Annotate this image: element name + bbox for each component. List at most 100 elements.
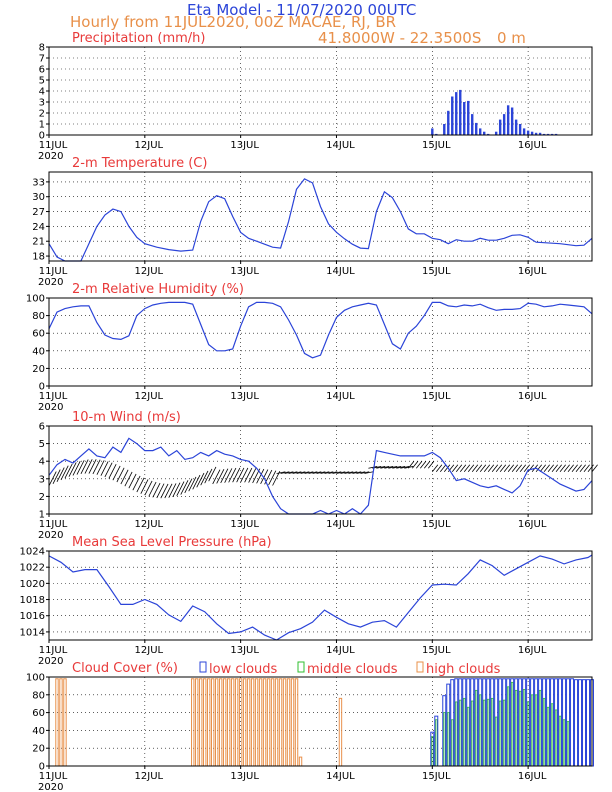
rh-series-line [48,301,593,359]
wind-arrow [527,464,535,473]
wind-title: 10-m Wind (m/s) [72,410,181,425]
precip-ytick-label: 4 [39,87,45,98]
wind-arrow [547,464,554,473]
low-cloud-bar [586,679,591,767]
high-cloud-bar [214,678,219,767]
mid-cloud-bar [443,712,446,767]
wind-arrow [360,471,370,474]
temp-ytick-label: 27 [32,207,45,218]
wind-xtick-label: 14JUL [326,519,355,530]
wind-xtick-label: 13JUL [230,519,259,530]
high-cloud-bar [210,678,215,767]
high-cloud-bar [270,678,275,767]
wind-arrow [571,464,578,473]
high-cloud-bar [218,678,223,767]
pressure-xtick-label: 16JUL [518,645,547,656]
low-cloud-bar [538,678,543,767]
pressure-year-label: 2020 [38,656,63,667]
wind-arrow [180,480,189,495]
wind-arrow [48,471,57,487]
wind-arrow [268,470,277,486]
wind-arrow [220,468,229,484]
precip-bar [502,114,506,135]
wind-arrow [543,464,550,473]
pressure-xtick-label: 13JUL [230,645,259,656]
wind-arrow [519,464,527,473]
wind-arrow [200,470,209,486]
wind-xtick-label: 15JUL [422,519,451,530]
precip-xtick-label: 11JUL [39,140,68,151]
wind-arrow [228,467,237,483]
wind-arrow [467,464,475,473]
clouds-xtick-label: 11JUL [39,771,68,782]
precip-xtick-label: 13JUL [230,140,259,151]
pressure-ytick-label: 1024 [20,547,45,558]
wind-arrow [567,464,574,473]
wind-arrow [152,482,161,498]
wind-arrow [212,469,221,485]
high-cloud-bar [266,678,271,767]
wind-arrow [340,471,350,474]
low-cloud-bar [530,678,535,767]
low-cloud-bar [434,715,439,767]
rh-year-label: 2020 [38,402,63,413]
mid-cloud-bar [510,681,514,767]
clouds-xtick-label: 12JUL [135,771,164,782]
wind-arrow [312,471,322,474]
high-cloud-bar [262,678,267,767]
wind-arrow [439,464,447,473]
wind-arrow [324,471,334,474]
wind-arrow [84,459,93,474]
low-cloud-bar [478,678,483,767]
mid-cloud-bar [467,706,470,767]
high-cloud-bar [250,678,255,767]
wind-arrow [144,480,153,496]
precip-xtick-label: 12JUL [135,140,164,151]
wind-arrow [92,459,101,475]
rh-xtick-label: 12JUL [135,391,164,402]
clouds-ytick-label: 40 [32,726,45,737]
wind-ytick-label: 4 [39,457,45,468]
wind-arrow [451,464,459,473]
wind-arrow [288,471,298,474]
wind-arrow [128,473,137,489]
precip-ytick-label: 6 [39,65,45,76]
wind-arrow [132,475,141,491]
high-cloud-bar [55,678,59,767]
high-cloud-bar [338,697,343,767]
rh-ytick-label: 80 [32,311,45,322]
wind-arrow [551,464,558,473]
wind-ytick-label: 3 [39,474,45,485]
precip-frame [48,46,593,136]
wind-arrow [96,460,105,475]
precip-xtick-label: 14JUL [326,140,355,151]
wind-arrow [236,467,245,483]
wind-arrow [591,464,598,473]
wind-arrow [328,471,338,474]
mid-cloud-bar [530,694,534,767]
mid-cloud-bar [451,719,454,767]
clouds-xtick-label: 13JUL [230,771,259,782]
wind-xtick-label: 16JUL [518,519,547,530]
wind-ytick-label: 6 [39,422,45,433]
clouds-xtick-label: 15JUL [422,771,451,782]
precip-bar [514,119,518,135]
precip-bar [498,119,502,135]
mid-cloud-bar [506,686,510,767]
wind-arrow [56,467,65,482]
clouds-xtick-label: 16JUL [518,771,547,782]
wind-arrow [503,464,511,473]
low-cloud-bar [466,678,471,767]
high-cloud-bar [203,678,207,767]
wind-arrow [396,466,406,469]
wind-arrow [52,469,61,484]
wind-arrow [380,466,390,469]
wind-arrow [80,459,89,475]
header-title: Eta Model - 11/07/2020 00UTC [187,1,416,19]
temp-ytick-label: 33 [32,177,45,188]
wind-arrows [48,459,598,499]
rh-xtick-label: 15JUL [422,391,451,402]
mid-cloud-bar [554,709,558,767]
wind-arrow [364,471,374,474]
